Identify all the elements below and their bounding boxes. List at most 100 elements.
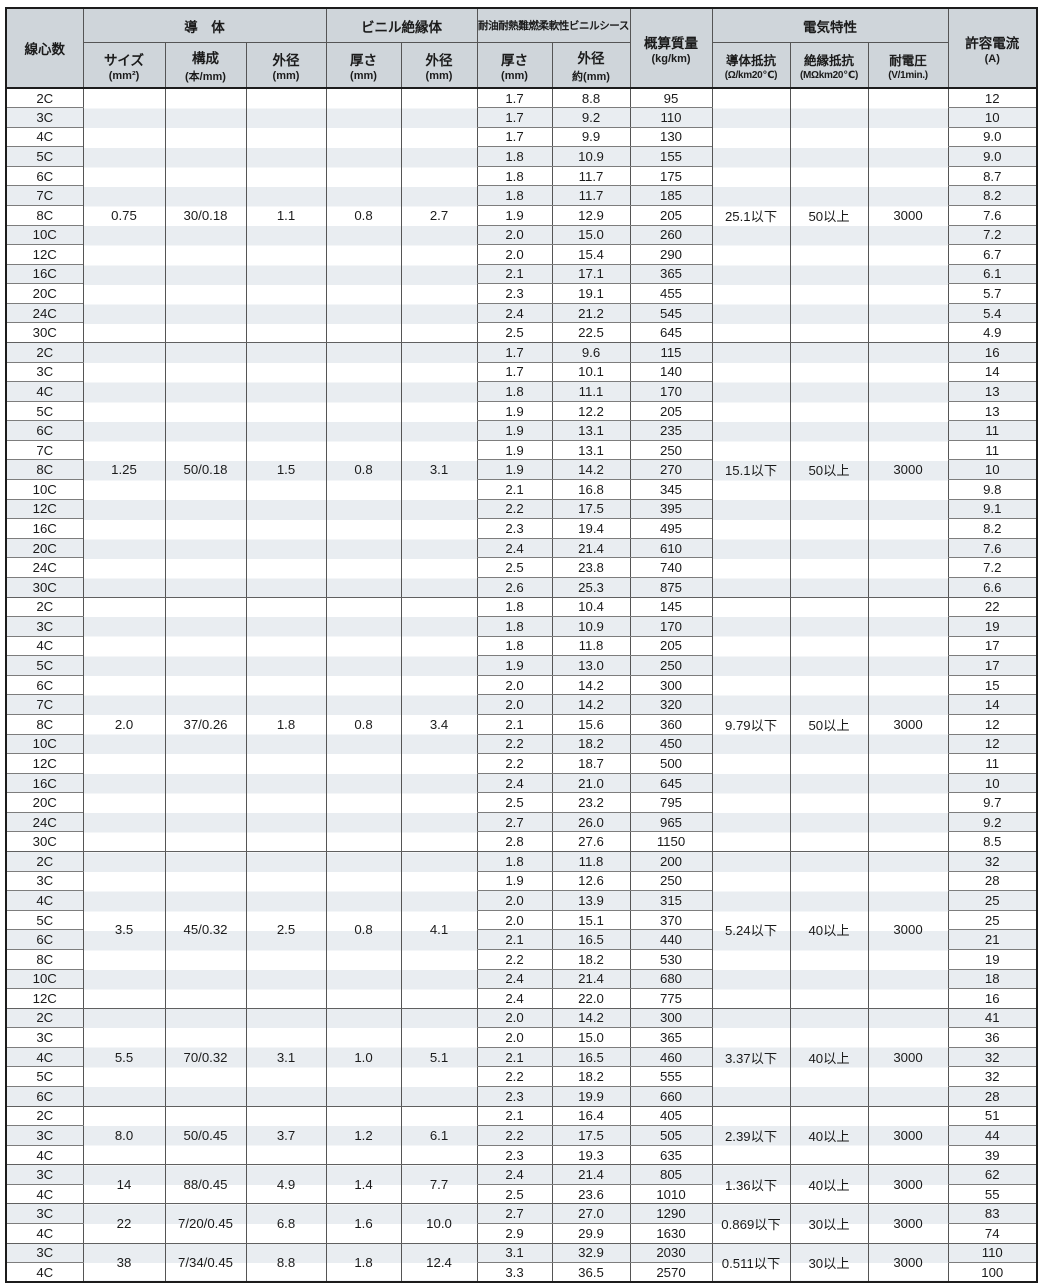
- cell-sheath-od: 19.4: [551, 518, 630, 539]
- cell-mass: 290: [629, 244, 712, 265]
- cell-cond-resistance: 0.511以下: [711, 1243, 790, 1283]
- cell-size: 5.5: [82, 1008, 165, 1107]
- table-row: 6C 2.3 19.9 660 28: [6, 1086, 1037, 1107]
- cell-sheath-od: 23.6: [551, 1184, 630, 1205]
- cell-current: 25: [947, 890, 1037, 911]
- cell-cores: 12C: [6, 988, 83, 1009]
- cell-cores: 20C: [6, 283, 83, 304]
- cell-sheath-od: 8.8: [551, 88, 630, 109]
- cell-cores: 6C: [6, 1086, 83, 1107]
- cell-cores: 5C: [6, 1066, 83, 1087]
- sub-header-label: 外径: [272, 52, 300, 68]
- table-row: 24C 2.4 21.2 545 5.4: [6, 303, 1037, 324]
- cell-current: 6.7: [947, 244, 1037, 265]
- sub-header-unit: (本/mm): [185, 70, 226, 83]
- cell-cores: 24C: [6, 303, 83, 324]
- cell-mass: 875: [629, 577, 712, 598]
- cell-mass: 1630: [629, 1223, 712, 1244]
- cell-ins-od: 4.1: [400, 851, 477, 1009]
- cell-construction: 7/34/0.45: [164, 1243, 246, 1283]
- cell-sheath-thickness: 1.9: [476, 205, 552, 226]
- cell-sheath-od: 15.4: [551, 244, 630, 265]
- cell-cores: 24C: [6, 557, 83, 578]
- table-row: 16C 2.1 17.1 365 6.1: [6, 264, 1037, 285]
- cell-construction: 45/0.32: [164, 851, 246, 1009]
- cell-sheath-thickness: 2.8: [476, 831, 552, 853]
- table-row: 3C 38 7/34/0.45 8.8 1.8 12.4 3.1 32.9 2030 0.511以…: [6, 1243, 1037, 1283]
- cell-ins-od: 2.7: [400, 88, 477, 344]
- cell-sheath-od: 27.6: [551, 831, 630, 853]
- cell-cores: 2C: [6, 851, 83, 872]
- cell-current: 6.6: [947, 577, 1037, 598]
- cell-sheath-od: 21.0: [551, 773, 630, 794]
- cell-mass: 270: [629, 459, 712, 481]
- cell-current: 9.8: [947, 479, 1037, 500]
- cell-cond-resistance: 25.1以下: [711, 88, 790, 344]
- cell-current: 5.7: [947, 283, 1037, 304]
- cell-current: 32: [947, 851, 1037, 872]
- cell-sheath-od: 18.7: [551, 753, 630, 774]
- cell-mass: 965: [629, 812, 712, 833]
- table-row: 5C 1.8 10.9 155 9.0: [6, 146, 1037, 167]
- cell-sheath-od: 19.9: [551, 1086, 630, 1107]
- sub-header-size: サイズ (mm²): [82, 42, 166, 89]
- cell-current: 51: [947, 1106, 1037, 1127]
- sub-header-label: 導体抵抗: [725, 53, 776, 68]
- cell-sheath-od: 23.8: [551, 557, 630, 578]
- cell-sheath-od: 18.2: [551, 734, 630, 755]
- cell-sheath-od: 16.5: [551, 929, 630, 950]
- cell-sheath-thickness: 2.0: [476, 244, 552, 265]
- cell-mass: 130: [629, 127, 712, 148]
- cell-current: 28: [947, 1086, 1037, 1107]
- cell-current: 14: [947, 694, 1037, 715]
- cell-sheath-od: 14.2: [551, 694, 630, 715]
- cell-cond-resistance: 1.36以下: [711, 1164, 790, 1205]
- cell-current: 16: [947, 988, 1037, 1009]
- cell-mass: 455: [629, 283, 712, 304]
- cell-sheath-thickness: 1.8: [476, 851, 552, 872]
- table-row: 4C 3.3 36.5 2570 100: [6, 1262, 1037, 1283]
- cell-mass: 645: [629, 322, 712, 344]
- group-header-insulation: ビニル絶縁体: [325, 7, 478, 43]
- cell-cores: 8C: [6, 205, 83, 226]
- cell-cores: 3C: [6, 616, 83, 637]
- sub-header-label: 外径: [425, 52, 453, 68]
- cell-mass: 315: [629, 890, 712, 911]
- cell-ins-thickness: 1.8: [325, 1243, 401, 1283]
- cell-cores: 3C: [6, 871, 83, 892]
- cell-sheath-thickness: 1.9: [476, 440, 552, 461]
- sub-header-unit: (mm²): [108, 69, 140, 82]
- cell-sheath-od: 19.1: [551, 283, 630, 304]
- cell-sheath-thickness: 1.9: [476, 655, 552, 676]
- cell-cores: 4C: [6, 127, 83, 148]
- cell-sheath-od: 16.4: [551, 1106, 630, 1127]
- cell-current: 10: [947, 107, 1037, 128]
- cell-construction: 50/0.45: [164, 1106, 246, 1166]
- cell-construction: 50/0.18: [164, 342, 246, 598]
- cell-size: 3.5: [82, 851, 165, 1009]
- cell-ins-resistance: 40以上: [789, 1106, 868, 1166]
- cell-sheath-thickness: 2.5: [476, 322, 552, 344]
- cell-sheath-od: 15.1: [551, 910, 630, 931]
- group-header-conductor: 導 体: [82, 7, 327, 43]
- table-row: 4C 1.8 11.8 205 17: [6, 636, 1037, 657]
- cell-sheath-od: 9.2: [551, 107, 630, 128]
- cell-current: 9.0: [947, 146, 1037, 167]
- table-row: 12C 2.2 17.5 395 9.1: [6, 499, 1037, 520]
- cell-mass: 805: [629, 1164, 712, 1185]
- cell-cores: 3C: [6, 1164, 83, 1185]
- cell-ins-resistance: 40以上: [789, 1008, 868, 1107]
- cell-sheath-od: 29.9: [551, 1223, 630, 1244]
- cell-current: 22: [947, 597, 1037, 618]
- cell-ins-thickness: 0.8: [325, 597, 401, 853]
- cell-ins-od: 3.4: [400, 597, 477, 853]
- table-row: 12C 2.4 22.0 775 16: [6, 988, 1037, 1009]
- cell-ins-od: 6.1: [400, 1106, 477, 1166]
- cell-sheath-od: 32.9: [551, 1243, 630, 1264]
- cell-current: 36: [947, 1027, 1037, 1048]
- cell-mass: 795: [629, 792, 712, 813]
- cell-ins-thickness: 0.8: [325, 88, 401, 344]
- table-row: 3C 1.7 10.1 140 14: [6, 362, 1037, 383]
- table-row: 7C 1.8 11.7 185 8.2: [6, 185, 1037, 206]
- cell-current: 9.7: [947, 792, 1037, 813]
